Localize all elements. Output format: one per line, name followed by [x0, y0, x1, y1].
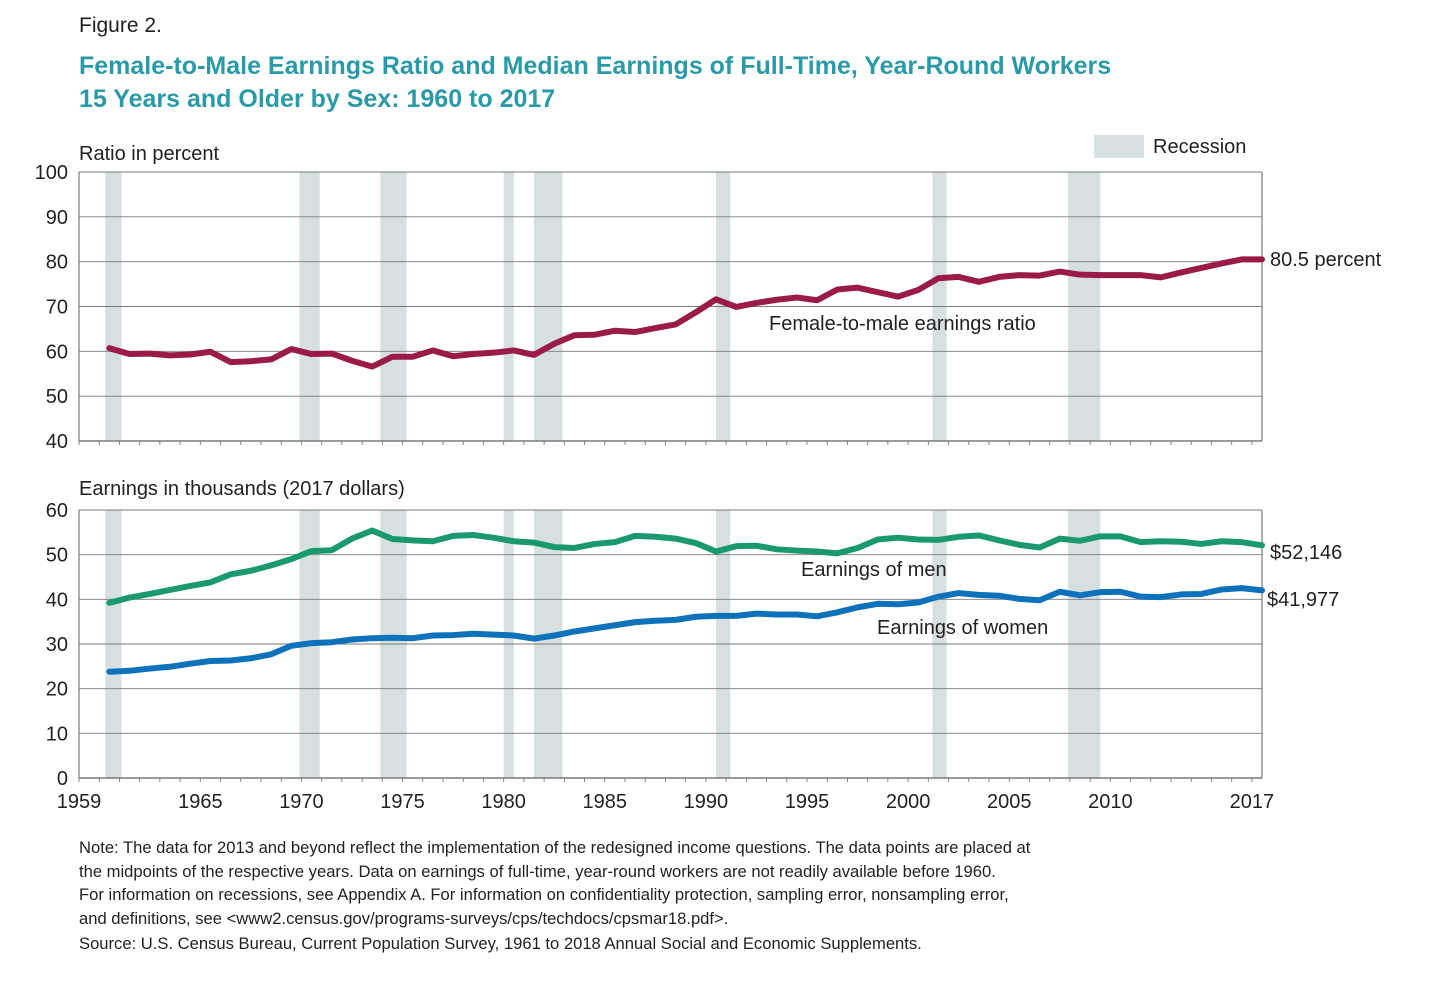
- men-end-label: $52,146: [1270, 542, 1342, 564]
- y-tick-label: 10: [46, 723, 68, 745]
- chart-title: Female-to-Male Earnings Ratio and Median…: [79, 50, 1319, 116]
- note-line-4: and definitions, see <www2.census.gov/pr…: [79, 908, 729, 928]
- figure-label: Figure 2.: [79, 14, 162, 37]
- x-tick-label: 1970: [279, 791, 324, 813]
- y-tick-label: 0: [57, 768, 68, 790]
- series-line-women: [106, 585, 1265, 675]
- x-tick-label: 1990: [684, 791, 729, 813]
- chart-source: Source: U.S. Census Bureau, Current Popu…: [79, 934, 922, 953]
- series-line-men: [106, 527, 1265, 606]
- y-tick-label: 40: [46, 431, 68, 453]
- earnings-series: [106, 527, 1265, 675]
- x-tick-label: 1959: [57, 791, 102, 813]
- x-tick-label: 1965: [178, 791, 223, 813]
- x-tick-label: 1980: [481, 791, 526, 813]
- recession-legend-swatch: [1094, 135, 1144, 158]
- x-tick-label: 2005: [987, 791, 1032, 813]
- chart-title-line-1: Female-to-Male Earnings Ratio and Median…: [79, 52, 1112, 80]
- y-tick-label: 100: [35, 162, 68, 184]
- x-axis-ticks: 1959 1965 1970 1975 1980 1985 1990 1995 2000 2005…: [57, 791, 1274, 813]
- x-tick-label: 1985: [583, 791, 628, 813]
- y-tick-label: 80: [46, 252, 68, 274]
- ratio-panel: 40 50 60 70 80 90 100 Ratio in percent Female-…: [35, 143, 1382, 453]
- earnings-gridlines: [78, 509, 1263, 782]
- men-series-label: Earnings of men: [801, 559, 947, 581]
- y-tick-label: 60: [46, 500, 68, 522]
- y-tick-label: 50: [46, 545, 68, 567]
- women-series-label: Earnings of women: [877, 617, 1048, 639]
- x-tick-label: 2017: [1230, 791, 1275, 813]
- recession-legend-label: Recession: [1153, 136, 1246, 158]
- note-line-2: the midpoints of the respective years. D…: [79, 861, 996, 881]
- chart-title-line-2: 15 Years and Older by Sex: 1960 to 2017: [79, 85, 556, 113]
- ratio-y-axis-label: Ratio in percent: [79, 143, 220, 165]
- x-tick-label: 2000: [886, 791, 931, 813]
- x-tick-label: 1975: [380, 791, 425, 813]
- y-tick-label: 50: [46, 386, 68, 408]
- ratio-end-label: 80.5 percent: [1270, 249, 1382, 271]
- ratio-y-tick-labels: 40 50 60 70 80 90 100: [35, 162, 68, 453]
- y-tick-label: 60: [46, 341, 68, 363]
- women-end-label: $41,977: [1267, 589, 1339, 611]
- y-tick-label: 20: [46, 679, 68, 701]
- x-tick-label: 2010: [1088, 791, 1133, 813]
- ratio-series: [106, 256, 1265, 370]
- y-tick-label: 30: [46, 634, 68, 656]
- chart-note: Note: The data for 2013 and beyond refle…: [79, 836, 1369, 930]
- series-line-ratio: [106, 256, 1265, 370]
- note-line-3: For information on recessions, see Appen…: [79, 885, 1009, 904]
- ratio-gridlines: [78, 171, 1263, 445]
- note-line-1: Note: The data for 2013 and beyond refle…: [79, 838, 1031, 857]
- y-tick-label: 70: [46, 297, 68, 319]
- earnings-y-tick-labels: 0 10 20 30 40 50 60: [46, 500, 68, 790]
- earnings-y-axis-label: Earnings in thousands (2017 dollars): [79, 478, 405, 500]
- y-tick-label: 90: [46, 207, 68, 229]
- y-tick-label: 40: [46, 589, 68, 611]
- ratio-series-label: Female-to-male earnings ratio: [769, 313, 1036, 335]
- x-tick-label: 1995: [785, 791, 830, 813]
